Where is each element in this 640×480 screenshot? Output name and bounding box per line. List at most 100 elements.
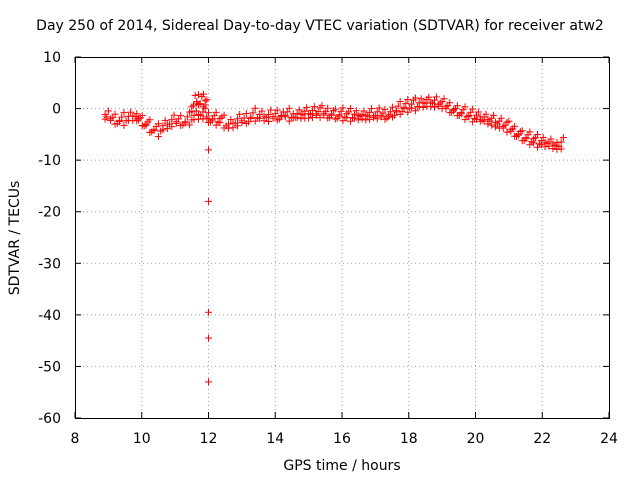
data-point — [265, 118, 273, 126]
data-point — [314, 108, 322, 116]
data-point — [392, 108, 400, 116]
data-point — [249, 109, 257, 117]
data-point — [505, 117, 513, 125]
x-tick-label: 8 — [71, 431, 80, 447]
data-point — [324, 104, 332, 112]
data-point — [358, 115, 366, 123]
data-point — [196, 100, 204, 108]
data-point — [120, 109, 128, 117]
data-point — [404, 95, 412, 103]
data-point — [389, 103, 397, 111]
data-point — [273, 106, 281, 114]
data-point — [497, 114, 505, 122]
data-point — [133, 110, 141, 118]
data-point — [285, 104, 293, 112]
x-tick-label: 22 — [533, 431, 551, 447]
data-point — [295, 106, 303, 114]
data-point — [362, 111, 370, 119]
data-point — [402, 99, 410, 107]
data-point — [154, 120, 162, 128]
data-point — [430, 103, 438, 111]
data-point — [316, 114, 324, 122]
data-point — [212, 108, 220, 116]
x-tick-label: 12 — [200, 431, 218, 447]
data-point — [432, 93, 440, 101]
data-point — [194, 101, 202, 109]
data-point — [308, 106, 316, 114]
data-point — [258, 107, 266, 115]
data-point — [530, 139, 538, 147]
data-point — [203, 96, 211, 104]
data-point — [307, 110, 315, 118]
data-point — [247, 114, 255, 122]
data-point — [168, 123, 176, 131]
data-point — [469, 105, 477, 113]
data-point — [375, 104, 383, 112]
data-point — [256, 115, 264, 123]
data-point — [233, 115, 241, 123]
data-point — [440, 95, 448, 103]
data-point — [131, 113, 139, 121]
x-tick-label: 24 — [600, 431, 618, 447]
data-point — [159, 126, 167, 134]
y-tick-label: -40 — [38, 308, 61, 324]
data-point — [120, 121, 128, 129]
data-point — [526, 128, 534, 136]
data-point — [208, 116, 216, 124]
data-point — [186, 121, 194, 129]
data-point — [318, 102, 326, 110]
data-point — [404, 108, 412, 116]
data-point — [488, 121, 496, 129]
data-point — [411, 107, 419, 115]
data-point — [457, 110, 465, 118]
data-point — [526, 141, 534, 149]
data-point — [442, 103, 450, 111]
data-point — [503, 128, 511, 136]
data-point — [366, 108, 374, 116]
data-point — [547, 135, 555, 143]
data-point — [233, 122, 241, 130]
x-tick-label: 16 — [333, 431, 351, 447]
y-tick-label: -10 — [38, 153, 61, 169]
data-point — [293, 114, 301, 122]
data-point — [201, 101, 209, 109]
data-point — [331, 105, 339, 113]
data-point — [368, 105, 376, 113]
data-point — [373, 115, 381, 123]
chart-title: Day 250 of 2014, Sidereal Day-to-day VTE… — [36, 18, 604, 34]
data-point — [216, 119, 224, 127]
data-point — [381, 105, 389, 113]
data-point — [118, 113, 126, 121]
data-point — [533, 130, 541, 138]
data-point — [103, 113, 111, 121]
data-point — [331, 115, 339, 123]
data-point — [111, 110, 119, 118]
y-tick-label: 0 — [52, 102, 61, 118]
data-point — [396, 98, 404, 106]
data-point — [240, 114, 248, 122]
data-point — [328, 111, 336, 119]
data-point — [400, 105, 408, 113]
data-point — [297, 110, 305, 118]
y-tick-label: -20 — [38, 205, 61, 221]
data-point — [138, 112, 146, 120]
data-point — [335, 112, 343, 120]
data-point — [308, 113, 316, 121]
data-point — [199, 90, 207, 98]
data-point — [267, 106, 275, 114]
data-point — [557, 138, 565, 146]
data-point — [511, 122, 519, 130]
x-tick-label: 14 — [266, 431, 284, 447]
x-axis-label: GPS time / hours — [283, 458, 401, 474]
data-point — [177, 112, 185, 120]
data-point — [127, 108, 135, 116]
data-point — [281, 113, 289, 121]
data-point — [453, 102, 461, 110]
data-point — [188, 103, 196, 111]
data-point — [271, 110, 279, 118]
data-point — [205, 378, 212, 386]
data-point — [227, 116, 235, 124]
x-tick-label: 20 — [467, 431, 485, 447]
data-point — [446, 99, 454, 107]
